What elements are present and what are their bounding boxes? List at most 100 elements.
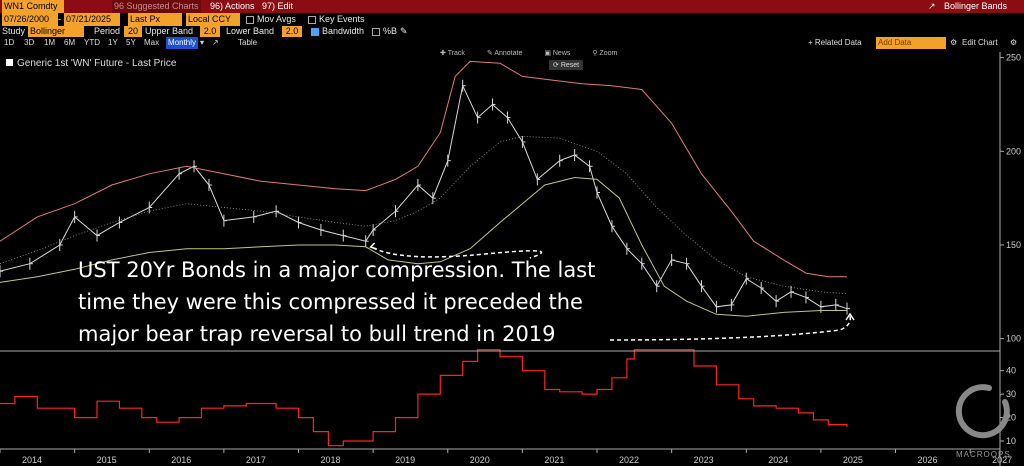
table-button[interactable]: Table	[238, 38, 258, 47]
price-field-select[interactable]: Last Px	[128, 13, 182, 26]
period-input[interactable]: 20	[124, 26, 142, 37]
range-5y[interactable]: 5Y	[126, 38, 136, 47]
x-tick-label: 2024	[768, 455, 788, 465]
study-select[interactable]: Bollinger	[28, 26, 84, 37]
frequency-select[interactable]: Monthly	[166, 37, 199, 49]
annotation-line-1: UST 20Yr Bonds in a major compression. T…	[78, 258, 596, 282]
expand-icon[interactable]: ↗	[928, 1, 936, 11]
annotate-tool[interactable]: ✎ Annotate	[486, 50, 523, 57]
range-1m[interactable]: 1M	[44, 38, 56, 47]
x-tick-label: 2014	[22, 455, 42, 465]
series-upper-band	[0, 60, 847, 278]
bandwidth-panel	[0, 349, 848, 447]
date-toolbar: 07/26/2000 - 07/21/2025 Last Px Local CC…	[0, 13, 1024, 26]
legend-swatch	[6, 59, 13, 66]
period-label: Period	[94, 26, 121, 36]
range-3d[interactable]: 3D	[24, 38, 35, 47]
suggested-charts-button[interactable]: 96 Suggested Charts	[112, 0, 201, 13]
mov-avgs-toggle[interactable]: Mov Avgs	[246, 13, 296, 26]
annotation-text: UST 20Yr Bonds in a major compression. T…	[78, 254, 638, 350]
lower-band-label: Lower Band	[226, 26, 275, 36]
add-data-input[interactable]: Add Data	[876, 37, 946, 49]
reset-button[interactable]: ⟳ Reset	[549, 60, 584, 70]
axes: 100 150 200 250 10 20 30 40 2014 2015 2016 2017 2018…	[0, 52, 1021, 466]
bw-y-tick-label: 20	[1006, 413, 1016, 423]
chart-tools: ✚ Track ✎ Annotate ▣ News ⚲ Zoom	[440, 49, 637, 57]
range-toolbar: 1D 3D 1M 6M YTD 1Y 5Y Max Monthly ▾ ↗ Ta…	[0, 37, 1024, 49]
edit-chart-button[interactable]: Edit Chart	[962, 38, 998, 47]
upper-band-label: Upper Band	[145, 26, 194, 36]
key-events-toggle[interactable]: Key Events	[308, 13, 365, 26]
x-tick-label: 2027	[992, 455, 1012, 465]
x-tick-label: 2015	[97, 455, 117, 465]
gear-icon[interactable]: ⚙	[950, 38, 958, 47]
date-separator: -	[58, 14, 61, 24]
x-tick-label: 2025	[843, 455, 863, 465]
start-date-input[interactable]: 07/26/2000	[2, 13, 58, 26]
upper-band-input[interactable]: 2.0	[200, 26, 220, 37]
news-label: News	[552, 50, 571, 57]
chevron-down-icon[interactable]: ▾	[200, 38, 205, 47]
y-tick-label: 100	[1006, 334, 1021, 344]
x-tick-label: 2022	[619, 455, 639, 465]
bw-y-tick-label: 10	[1006, 436, 1016, 446]
bw-y-tick-label: 40	[1006, 366, 1016, 376]
x-tick-label: 2026	[918, 455, 938, 465]
legend: Generic 1st 'WN' Future - Last Price	[6, 58, 176, 69]
x-tick-label: 2020	[470, 455, 490, 465]
arrowhead-right	[845, 312, 855, 321]
x-tick-label: 2016	[171, 455, 191, 465]
key-events-label: Key Events	[319, 14, 365, 24]
range-ytd[interactable]: YTD	[84, 38, 100, 47]
bandwidth-toggle[interactable]: Bandwidth	[311, 26, 364, 37]
annotation-line-2: time they were this compressed it preced…	[78, 290, 583, 314]
zoom-label: Zoom	[599, 50, 618, 57]
study-toolbar: Study Bollinger Period 20 Upper Band 2.0…	[0, 26, 1024, 37]
arrowhead-left	[369, 242, 377, 250]
top-toolbar: WN1 Comdty 96 Suggested Charts 96) Actio…	[0, 0, 1024, 13]
y-tick-label: 150	[1006, 240, 1021, 250]
x-tick-label: 2017	[246, 455, 266, 465]
series-middle-band	[0, 135, 848, 295]
y-tick-label: 200	[1006, 146, 1021, 156]
study-label: Study	[2, 26, 26, 36]
settings-icon[interactable]: ⚙	[1010, 38, 1018, 47]
pct-b-toggle[interactable]: %B	[372, 26, 397, 37]
window-title: Bollinger Bands	[944, 1, 1008, 11]
ticker-input[interactable]: WN1 Comdty	[2, 0, 64, 13]
x-tick-label: 2018	[321, 455, 341, 465]
y-tick-label: 250	[1006, 53, 1021, 63]
series-bandwidth	[0, 349, 848, 447]
x-tick-label: 2019	[395, 455, 415, 465]
line-chart-icon[interactable]: ↗	[212, 38, 219, 47]
end-date-input[interactable]: 07/21/2025	[64, 13, 120, 26]
track-tool[interactable]: ✚ Track	[440, 50, 465, 57]
annotation-arrow-right	[609, 315, 852, 341]
bandwidth-label: Bandwidth	[322, 26, 365, 36]
reset-label: Reset	[560, 62, 580, 69]
mov-avgs-label: Mov Avgs	[257, 14, 296, 24]
annotation-line-3: major bear trap reversal to bull trend i…	[78, 322, 556, 346]
price-panel	[0, 60, 851, 317]
chart-area[interactable]: 100 150 200 250 10 20 30 40 2014 2015 2016 2017 2018…	[0, 49, 1024, 466]
x-tick-label: 2021	[544, 455, 564, 465]
related-data-button[interactable]: + Related Data	[808, 38, 862, 47]
currency-select[interactable]: Local CCY	[186, 13, 240, 26]
zoom-tool[interactable]: ⚲ Zoom	[592, 50, 618, 57]
range-6m[interactable]: 6M	[64, 38, 76, 47]
pct-b-label: %B	[383, 26, 398, 36]
x-tick-label: 2023	[694, 455, 714, 465]
legend-label: Generic 1st 'WN' Future - Last Price	[17, 58, 177, 69]
series-lower-band	[0, 176, 847, 317]
range-1d[interactable]: 1D	[4, 38, 15, 47]
pencil-icon[interactable]: ✎	[400, 26, 408, 36]
news-tool[interactable]: ▣ News	[544, 50, 571, 57]
track-label: Track	[447, 50, 465, 57]
range-max[interactable]: Max	[144, 38, 160, 47]
actions-menu[interactable]: 96) Actions	[210, 1, 255, 11]
annotate-label: Annotate	[494, 50, 523, 57]
range-1y[interactable]: 1Y	[108, 38, 118, 47]
edit-menu[interactable]: 97) Edit	[262, 1, 294, 11]
watermark-text: MACROOPS	[956, 450, 1011, 459]
lower-band-input[interactable]: 2.0	[282, 26, 302, 37]
